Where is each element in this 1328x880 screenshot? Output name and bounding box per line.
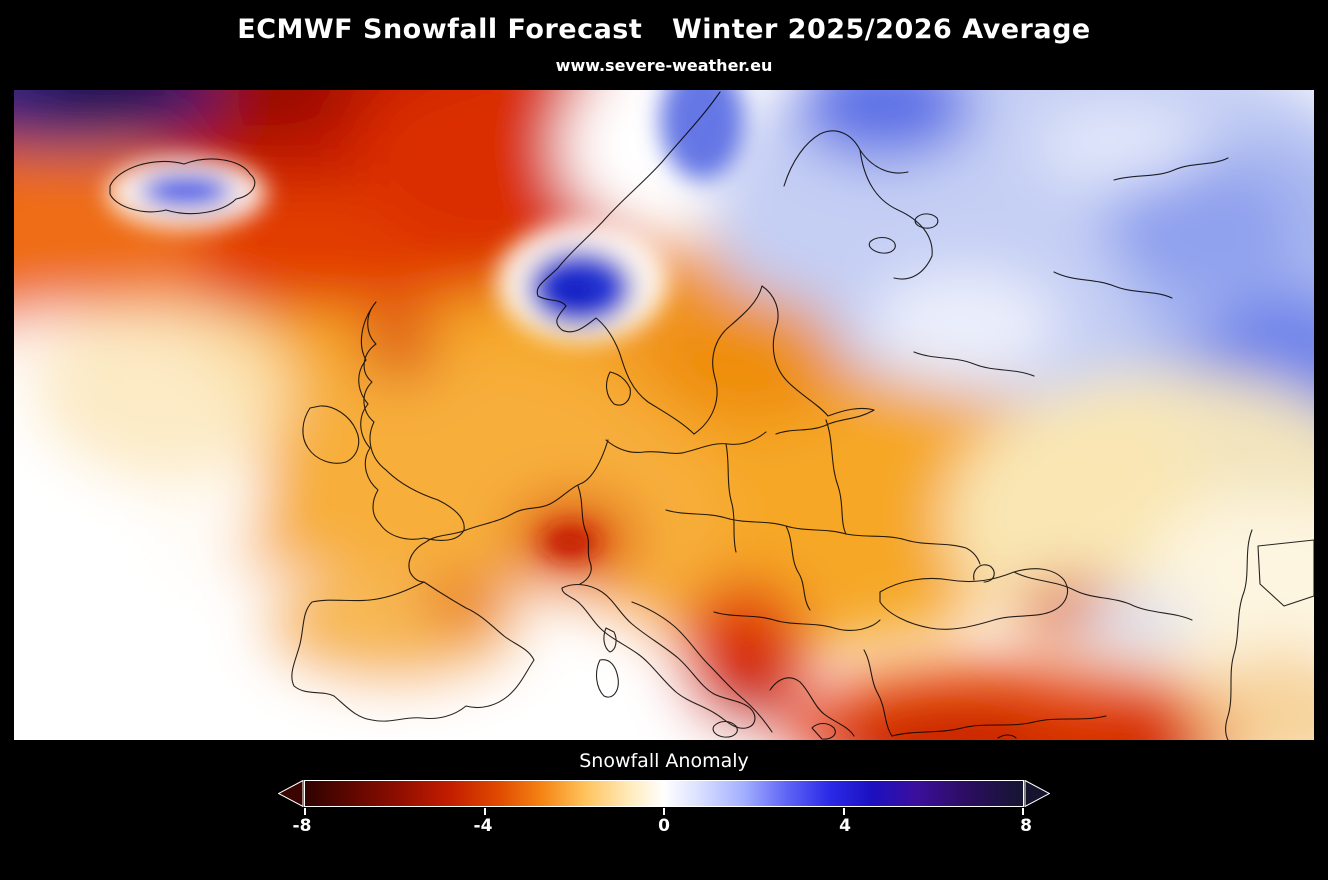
border-iceland <box>109 158 256 215</box>
lake-ladoga <box>868 236 896 254</box>
colorbar-tick <box>483 808 486 815</box>
colorbar-tick <box>304 808 306 815</box>
border-russia-west <box>825 419 847 535</box>
europe-snowfall-anomaly-map <box>14 90 1314 740</box>
border-corsica <box>603 627 617 653</box>
border-russia-interior-1 <box>913 351 1035 377</box>
colorbar-tick-label: -4 <box>473 816 493 836</box>
border-estonia-coast <box>775 409 875 435</box>
colorbar-tick <box>842 808 845 815</box>
border-russia-interior-3 <box>1113 157 1229 181</box>
border-white-sea <box>859 149 933 280</box>
border-denmark <box>605 371 631 406</box>
map-container <box>14 90 1314 740</box>
border-biscay-coast <box>408 529 467 583</box>
border-ukraine-russia <box>845 533 981 565</box>
colorbar-gradient <box>304 780 1024 815</box>
colorbar-tick <box>1022 808 1024 815</box>
colorbar-right-arrow-icon <box>1024 780 1050 807</box>
border-carpathians <box>785 525 811 611</box>
border-danube <box>713 611 881 631</box>
border-caspian-coast <box>1225 529 1253 740</box>
anomaly-field-details <box>107 90 744 558</box>
border-great-britain <box>358 301 465 541</box>
border-turkey-south-coast <box>891 715 1107 737</box>
border-caucasus <box>1013 571 1193 621</box>
border-baltic-south-coast <box>605 431 767 454</box>
border-gulf-of-bothnia <box>693 285 763 435</box>
border-cyprus <box>997 734 1017 739</box>
colorbar-label: Snowfall Anomaly <box>579 750 749 772</box>
border-greece <box>769 677 855 737</box>
colorbar-tick-label: 0 <box>658 816 670 836</box>
country-borders <box>109 91 1314 740</box>
border-north-sea-coast <box>465 439 609 531</box>
border-peloponnese <box>811 722 836 740</box>
border-kola-coast <box>783 130 909 187</box>
page-subtitle: www.severe-weather.eu <box>555 56 773 75</box>
colorbar-tick-label: 4 <box>839 816 851 836</box>
border-rhine <box>577 485 592 585</box>
border-poland-east <box>725 443 737 553</box>
border-adriatic-coast <box>631 601 773 733</box>
border-aegean-coast <box>863 649 893 737</box>
border-italy <box>561 583 756 729</box>
border-iberia <box>291 581 535 722</box>
border-finland-coast <box>761 285 875 417</box>
border-norway-coast <box>536 91 721 435</box>
border-ireland <box>302 405 360 464</box>
border-russia-interior-2 <box>1053 271 1173 299</box>
colorbar <box>278 780 1050 815</box>
border-sardinia <box>595 659 619 698</box>
border-central-europe <box>665 509 847 535</box>
border-black-sea <box>879 568 1068 630</box>
border-crimea <box>973 564 995 583</box>
colorbar-tick <box>663 808 665 815</box>
colorbar-tick-label: -8 <box>292 816 312 836</box>
colorbar-tick-labels: -8 -4 0 4 8 <box>293 816 1032 838</box>
border-sicily <box>712 720 738 738</box>
colorbar-tick-label: 8 <box>1020 816 1032 836</box>
border-caspian-northeast <box>1257 539 1314 607</box>
lake-onega <box>914 213 939 229</box>
colorbar-left-arrow-icon <box>278 780 304 807</box>
page-title: ECMWF Snowfall Forecast Winter 2025/2026… <box>237 14 1091 45</box>
